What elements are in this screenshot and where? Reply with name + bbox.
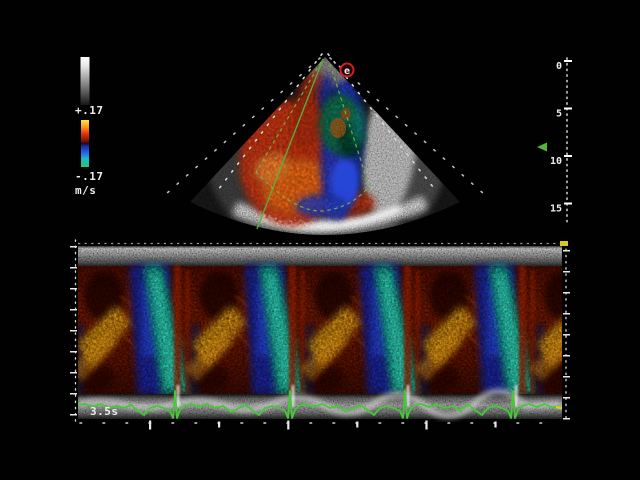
color-mmode-trace: 3.5s bbox=[70, 239, 570, 430]
ecg-trigger-markers bbox=[176, 385, 518, 407]
color-flow-overlay bbox=[240, 70, 375, 225]
velocity-scale: +.17 -.17 m/s bbox=[75, 57, 104, 197]
gray-scale-bar bbox=[80, 57, 90, 105]
depth-label-5: 5 bbox=[556, 109, 562, 120]
ecg-waveform bbox=[78, 390, 562, 419]
color-roi-outline bbox=[255, 61, 370, 212]
depth-scale: 0 5 10 15 bbox=[537, 57, 572, 223]
doppler-color-bar bbox=[81, 120, 89, 167]
speckle-overlay bbox=[78, 266, 562, 394]
mmode-cursor-line bbox=[256, 58, 324, 230]
depth-label-15: 15 bbox=[550, 204, 562, 215]
trace-left-ruler bbox=[70, 239, 77, 425]
depth-label-10: 10 bbox=[550, 156, 562, 167]
velocity-max-label: +.17 bbox=[75, 104, 104, 117]
sweep-cursor-tip bbox=[555, 405, 562, 410]
focus-marker-icon bbox=[537, 142, 547, 152]
near-field-gray-band bbox=[78, 246, 562, 267]
depth-label-0: 0 bbox=[556, 61, 562, 72]
sweep-time-label: 3.5s bbox=[90, 405, 119, 418]
velocity-unit-label: m/s bbox=[75, 184, 96, 197]
logo-glyph: e bbox=[344, 66, 350, 77]
trace-right-ruler bbox=[563, 242, 570, 421]
depth-major-ticks bbox=[564, 60, 572, 205]
orientation-logo: e bbox=[339, 62, 355, 78]
trace-top-right-marker bbox=[560, 241, 568, 246]
velocity-min-label: -.17 bbox=[75, 170, 104, 183]
